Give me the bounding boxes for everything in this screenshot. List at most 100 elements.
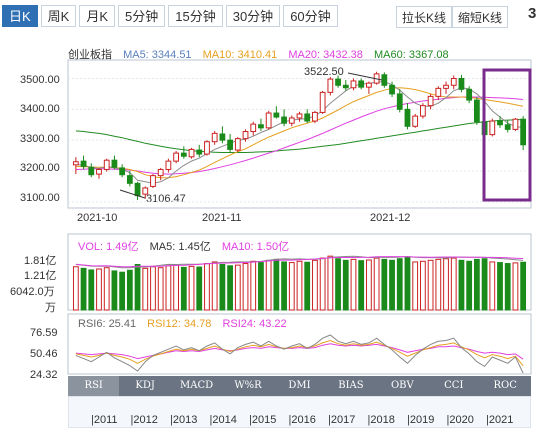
vol-label: VOL: 1.49亿 (78, 241, 139, 253)
candle-body (319, 91, 326, 113)
indicator-tab[interactable]: BIAS (338, 380, 364, 391)
volume-bar (242, 263, 249, 311)
indicator-tab[interactable]: OBV (390, 380, 414, 391)
volume-bar (281, 261, 287, 311)
volume-bar (497, 262, 503, 311)
volume-bar (273, 258, 280, 311)
candle-body (204, 141, 210, 155)
low-annotation-arrow (119, 189, 146, 199)
indicator-tab[interactable]: MACD (180, 380, 214, 391)
volume-bar (350, 258, 357, 311)
volume-bar (335, 258, 341, 311)
low-annotation: 3106.47 (146, 193, 186, 205)
candle-body (250, 123, 257, 133)
candle-body (404, 108, 411, 127)
candle-body (497, 120, 503, 126)
indicator-tab[interactable]: RSI (68, 376, 120, 396)
volume-bar (435, 258, 442, 311)
candle-body (219, 133, 226, 141)
candle-body (265, 112, 272, 129)
timeline-year: |2011 (91, 414, 118, 426)
truncated-tab-label: 3 (528, 5, 537, 22)
volume-bar (150, 266, 156, 311)
date-label: 2021-11 (202, 212, 242, 224)
price-tick: 3100.00 (20, 192, 60, 204)
indicator-tab[interactable]: DMI (288, 380, 311, 391)
volume-bar (473, 258, 480, 311)
volume-bar (296, 260, 303, 311)
candle-body (150, 175, 156, 187)
indicator-tab[interactable]: W%R (234, 380, 262, 391)
indicator-tab[interactable]: CCI (444, 380, 464, 391)
volume-bar (312, 259, 318, 311)
candle-body (142, 187, 149, 195)
volume-bar (96, 268, 102, 311)
period-tab[interactable]: 5分钟 (118, 5, 166, 27)
rsi-legend: RSI6: 25.41 RSI12: 34.78 RSI24: 43.22 (78, 318, 295, 330)
highlight-box (482, 68, 532, 202)
candle-body (458, 78, 465, 90)
volume-bar (304, 261, 311, 311)
period-tab[interactable]: 日K (2, 5, 38, 27)
volume-bar (342, 259, 349, 311)
volume-bar (258, 262, 264, 311)
volume-bar (134, 263, 141, 311)
candle-body (157, 168, 164, 177)
date-label: 2021-10 (77, 212, 118, 224)
volume-bar (489, 261, 496, 311)
period-tab[interactable]: 月K (79, 5, 116, 27)
volume-bar (103, 267, 110, 311)
volume-bar (443, 258, 449, 311)
rsi-tick: 76.59 (30, 327, 58, 339)
volume-bar (427, 259, 434, 311)
candle-body (80, 160, 87, 167)
candle-body (88, 166, 95, 176)
candle-body (335, 78, 341, 86)
period-tab[interactable]: 周K (40, 5, 77, 27)
volume-legend: VOL: 1.49亿 MA5: 1.45亿 MA10: 1.50亿 (78, 238, 297, 254)
ma20-line (75, 96, 524, 175)
candle-body (427, 95, 434, 107)
volume-bar (327, 255, 334, 311)
timeline-navigator[interactable]: |2011 |2012 |2013 |2014 |2015 |2016 |2017 |2018… (68, 396, 531, 428)
indicator-tab[interactable]: KDJ (135, 380, 155, 391)
candle-body (196, 149, 203, 155)
volume-bar (373, 257, 380, 311)
volume-bar (88, 269, 95, 311)
candle-body (96, 168, 102, 175)
volume-bar (204, 263, 210, 311)
volume-tick: 1.81亿 (24, 255, 57, 267)
candle-body (273, 112, 280, 118)
volume-bar (142, 267, 149, 311)
candle-body (381, 74, 388, 86)
rsi-tick: 50.46 (30, 348, 58, 360)
price-tick: 3200.00 (20, 162, 60, 174)
candle-body (288, 117, 295, 124)
candle-body (443, 84, 449, 89)
indicator-tab[interactable]: ROC (493, 380, 517, 391)
rsi12-label: RSI12: 34.78 (147, 318, 212, 330)
volume-bar (512, 262, 519, 311)
period-tab[interactable]: 60分钟 (283, 5, 338, 27)
timeline-year: |2020 (446, 414, 474, 426)
candle-body (119, 167, 126, 176)
volume-bar (412, 261, 419, 311)
volume-bar (381, 258, 388, 311)
period-tab[interactable]: 30分钟 (225, 5, 281, 27)
candle-body (396, 93, 403, 110)
timeline-year: |2014 (209, 414, 237, 426)
volume-bar (265, 259, 272, 311)
rsi6-line (75, 334, 524, 374)
rsi12-line (75, 339, 524, 367)
ma60-line (75, 119, 524, 153)
stretch-kline-button[interactable]: 拉长K线 (396, 6, 453, 28)
period-tab[interactable]: 15分钟 (168, 5, 223, 27)
price-tick: 3300.00 (20, 133, 60, 145)
shrink-kline-button[interactable]: 缩短K线 (452, 6, 509, 28)
volume-bar (358, 260, 365, 311)
high-annotation-arrow (347, 72, 383, 81)
candle-body (227, 139, 233, 150)
candle-body (242, 131, 249, 140)
volume-bar (366, 259, 372, 311)
